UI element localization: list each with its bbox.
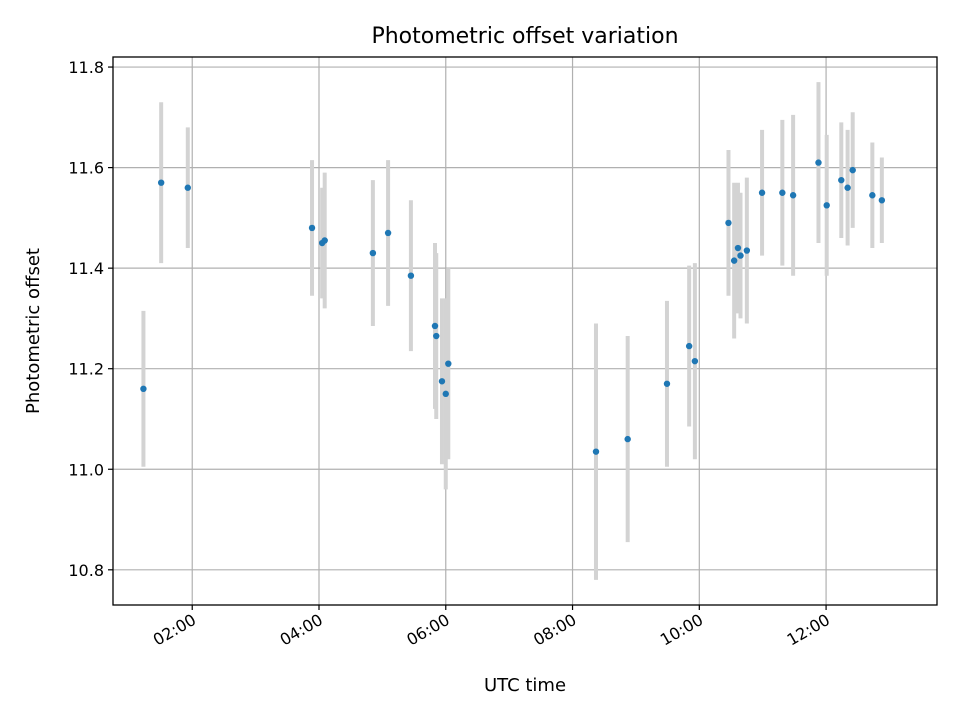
grid (113, 57, 937, 605)
data-point (878, 197, 886, 204)
data-point (184, 184, 191, 191)
data-point (730, 257, 738, 264)
data-point (838, 176, 845, 184)
x-tick-label: 04:00 (277, 610, 326, 650)
data-point (789, 192, 797, 199)
data-point (869, 192, 876, 199)
y-tick-label: 10.8 (68, 561, 104, 580)
data-point (384, 229, 392, 237)
x-tick-label: 10:00 (657, 610, 706, 650)
x-tick-label: 12:00 (784, 610, 833, 650)
x-axis-label: UTC time (484, 675, 566, 696)
data-point (442, 390, 449, 398)
y-tick-label: 11.4 (68, 259, 104, 278)
data-point (849, 166, 856, 174)
axis-ticks: 02:00 04:00 06:00 08:00 10:00 12:00 10.8 11.0 11… (68, 58, 833, 649)
chart-title: Photometric offset variation (371, 24, 678, 49)
data-point (725, 219, 732, 227)
data-point (743, 247, 751, 254)
data-point (815, 159, 822, 166)
data-point (779, 189, 786, 196)
data-point (663, 380, 671, 387)
data-point (734, 244, 742, 252)
x-tick-label: 02:00 (150, 610, 199, 650)
data-point (758, 189, 766, 196)
y-tick-label: 11.6 (68, 159, 104, 178)
data-point (140, 385, 147, 393)
data-point (431, 322, 439, 330)
data-point (844, 184, 851, 191)
y-tick-label: 11.8 (68, 58, 104, 77)
data-point (592, 448, 600, 455)
y-axis-label: Photometric offset (23, 248, 44, 414)
data-point (157, 179, 165, 186)
plot-frame (112, 56, 938, 606)
x-tick-label: 06:00 (403, 610, 452, 650)
y-tick-label: 11.2 (68, 360, 104, 379)
data-point (823, 202, 830, 209)
data-point (407, 272, 415, 279)
data-point (308, 224, 316, 232)
error-bars (141, 82, 884, 580)
data-point (321, 237, 328, 244)
y-tick-label: 11.0 (68, 460, 104, 479)
data-point (433, 332, 440, 340)
data-point (685, 342, 693, 350)
data-point (369, 249, 377, 257)
data-point (624, 435, 631, 443)
data-points (140, 159, 886, 455)
data-point (445, 360, 452, 367)
data-point (691, 357, 699, 365)
data-point (438, 378, 446, 385)
x-tick-label: 08:00 (530, 610, 579, 650)
data-point (737, 252, 744, 259)
